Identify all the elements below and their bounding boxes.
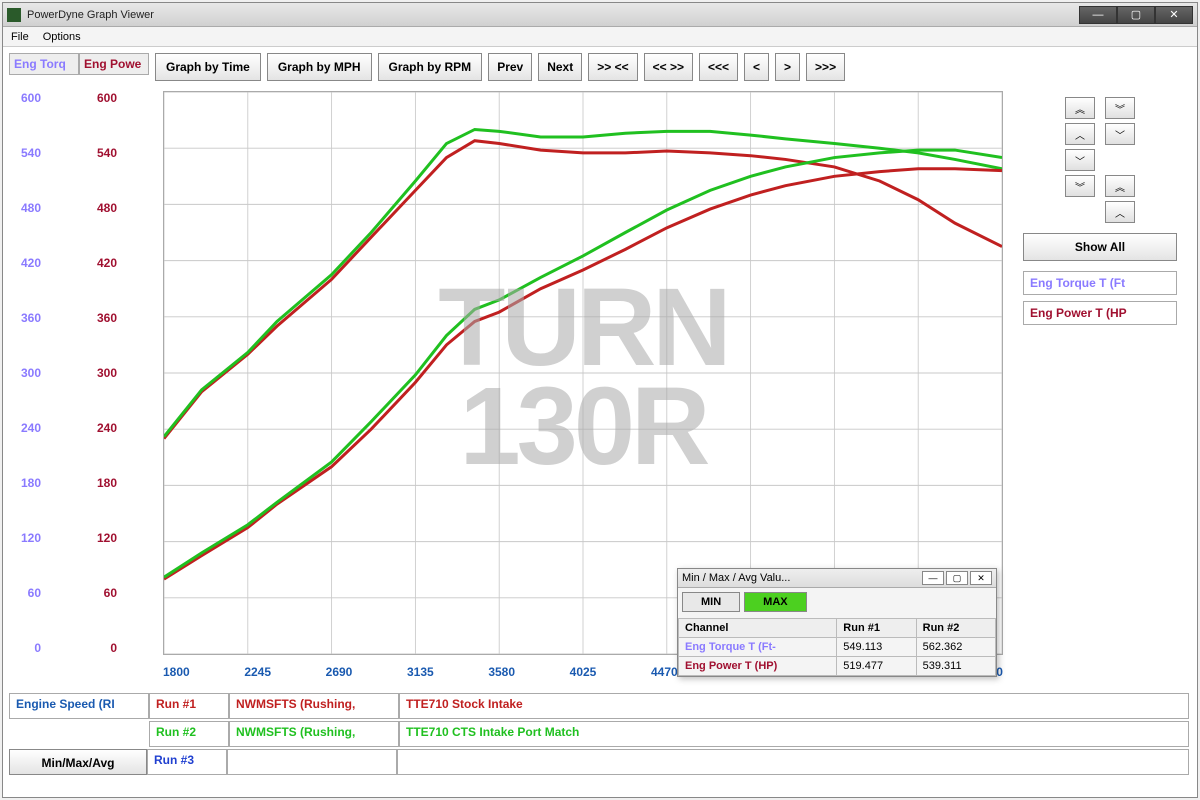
window-title: PowerDyne Graph Viewer (27, 9, 1079, 21)
run1-source: NWMSFTS (Rushing, (229, 693, 399, 719)
tab-eng-power[interactable]: Eng Powe (79, 53, 149, 75)
bottom-panel: Engine Speed (RI Run #1 NWMSFTS (Rushing… (9, 693, 1189, 793)
run2-source: NWMSFTS (Rushing, (229, 721, 399, 747)
graph-zone: 600540480420360300240180120600 600540480… (9, 91, 1189, 687)
menu-file[interactable]: File (11, 31, 29, 43)
run3-label: Run #3 (147, 749, 227, 775)
col-channel: Channel (679, 619, 837, 638)
max-tab[interactable]: MAX (744, 592, 806, 612)
legend-torque[interactable]: Eng Torque T (Ft (1023, 271, 1177, 295)
y-axis-power: 600540480420360300240180120600 (85, 91, 123, 655)
tab-eng-torque[interactable]: Eng Torq (9, 53, 79, 75)
app-window: PowerDyne Graph Viewer ― ▢ ✕ File Option… (2, 2, 1198, 798)
minimize-button[interactable]: ― (1079, 6, 1117, 24)
graph-by-mph-button[interactable]: Graph by MPH (267, 53, 372, 81)
pan-left3-button[interactable]: <<< (699, 53, 738, 81)
run2-desc: TTE710 CTS Intake Port Match (399, 721, 1189, 747)
menu-options[interactable]: Options (43, 31, 81, 43)
maximize-button[interactable]: ▢ (1117, 6, 1155, 24)
engine-speed-label: Engine Speed (RI (9, 693, 149, 719)
pan-right3-button[interactable]: >>> (806, 53, 845, 81)
show-all-button[interactable]: Show All (1023, 233, 1177, 261)
pan-right-button[interactable]: > (775, 53, 800, 81)
run1-label: Run #1 (149, 693, 229, 719)
run1-desc: TTE710 Stock Intake (399, 693, 1189, 719)
col-run1: Run #1 (837, 619, 916, 638)
prev-button[interactable]: Prev (488, 53, 532, 81)
run2-label: Run #2 (149, 721, 229, 747)
minmax-maximize-button[interactable]: ▢ (946, 571, 968, 585)
app-icon (7, 8, 21, 22)
min-tab[interactable]: MIN (682, 592, 740, 612)
minmax-table: Channel Run #1 Run #2 Eng Torque T (Ft-5… (678, 618, 996, 676)
zoom-in-button[interactable]: >> << (588, 53, 637, 81)
minmax-minimize-button[interactable]: ― (922, 571, 944, 585)
vscroll2-down-button[interactable]: ﹀ (1105, 123, 1135, 145)
legend-power[interactable]: Eng Power T (HP (1023, 301, 1177, 325)
content-region: Eng Torq Eng Powe Graph by Time Graph by… (3, 47, 1197, 797)
graph-by-rpm-button[interactable]: Graph by RPM (378, 53, 483, 81)
table-row: Eng Torque T (Ft-549.113562.362 (679, 638, 996, 657)
vscroll2-down2-button[interactable]: ︾ (1105, 97, 1135, 119)
col-run2: Run #2 (916, 619, 995, 638)
graph-by-time-button[interactable]: Graph by Time (155, 53, 261, 81)
toolbar: Graph by Time Graph by MPH Graph by RPM … (155, 53, 1185, 81)
vscroll-down-button[interactable]: ﹀ (1065, 149, 1095, 171)
next-button[interactable]: Next (538, 53, 582, 81)
minmaxavg-button[interactable]: Min/Max/Avg (9, 749, 147, 775)
pan-left-button[interactable]: < (744, 53, 769, 81)
titlebar: PowerDyne Graph Viewer ― ▢ ✕ (3, 3, 1197, 27)
vscroll-up2-button[interactable]: ︽ (1065, 97, 1095, 119)
zoom-out-button[interactable]: << >> (644, 53, 693, 81)
menubar: File Options (3, 27, 1197, 47)
vscroll2-up2-button[interactable]: ︽ (1105, 175, 1135, 197)
y-axis-torque: 600540480420360300240180120600 (9, 91, 47, 655)
minmax-titlebar[interactable]: Min / Max / Avg Valu... ― ▢ ✕ (678, 569, 996, 588)
right-panel: ︽ ︿ ﹀ ︾ ︾ ﹀ ︽ ︿ Show All Eng Torque T (F… (1011, 91, 1189, 325)
close-button[interactable]: ✕ (1155, 6, 1193, 24)
vscroll-up-button[interactable]: ︿ (1065, 123, 1095, 145)
minmax-close-button[interactable]: ✕ (970, 571, 992, 585)
minmax-window[interactable]: Min / Max / Avg Valu... ― ▢ ✕ MIN MAX Ch… (677, 568, 997, 677)
vscroll2-up-button[interactable]: ︿ (1105, 201, 1135, 223)
minmax-title: Min / Max / Avg Valu... (682, 572, 920, 584)
table-row: Eng Power T (HP)519.477539.311 (679, 657, 996, 676)
vscroll-down2-button[interactable]: ︾ (1065, 175, 1095, 197)
